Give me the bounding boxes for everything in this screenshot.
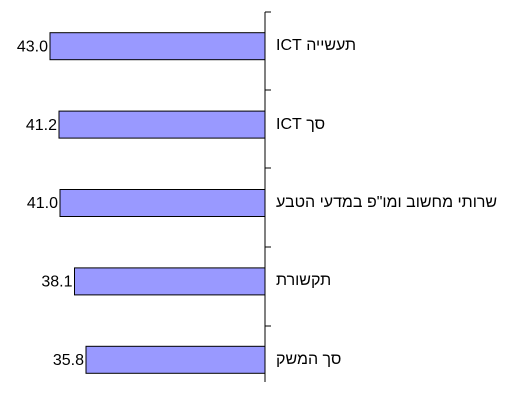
bar	[49, 32, 266, 61]
category-label: תקשורת	[276, 272, 332, 290]
bar	[59, 189, 266, 217]
value-label: 38.1	[41, 274, 72, 291]
category-label: סך המשק	[276, 350, 342, 368]
category-label: שרותי מחשוב ומו"פ במדעי הטבע	[276, 194, 498, 211]
value-label: 41.0	[27, 195, 58, 212]
bar	[85, 345, 266, 374]
bar	[74, 267, 266, 296]
value-label: 35.8	[53, 352, 84, 369]
category-label: תעשייה ICT	[276, 37, 357, 55]
value-label: 41.2	[26, 117, 57, 134]
category-ticks	[265, 11, 271, 327]
category-label: סך ICT	[276, 115, 326, 133]
value-label: 43.0	[17, 38, 48, 55]
bar	[58, 110, 266, 139]
